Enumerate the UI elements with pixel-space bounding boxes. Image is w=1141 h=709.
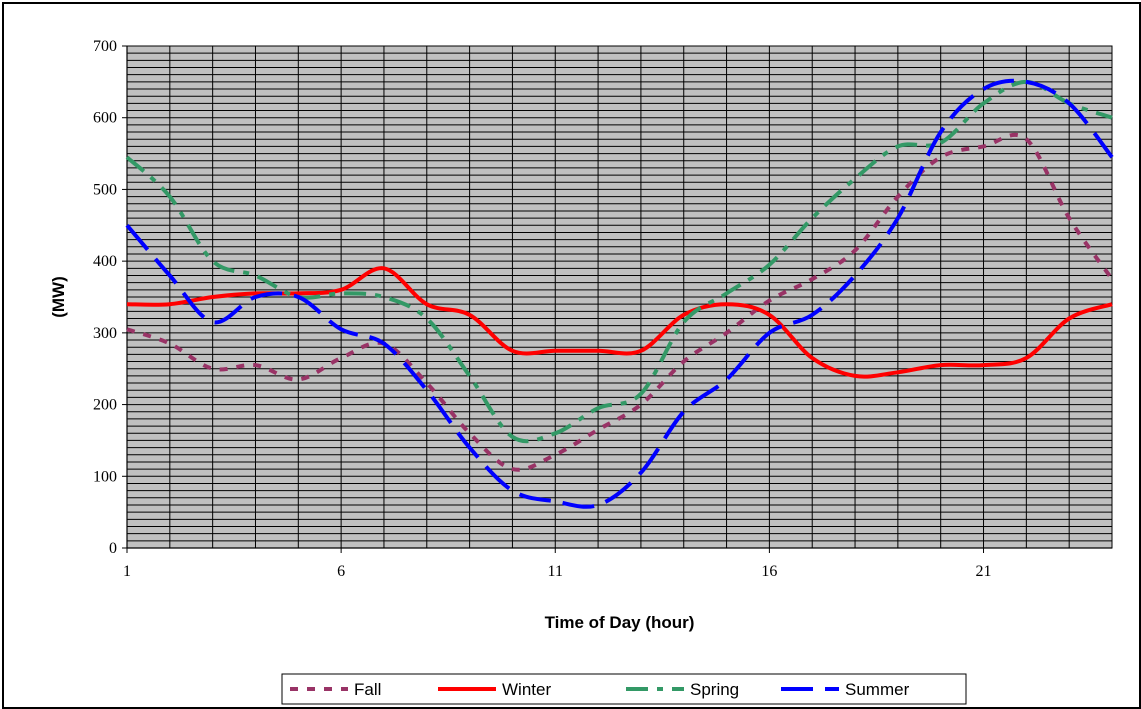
x-tick-label: 21: [976, 563, 992, 580]
x-axis-title: Time of Day (hour): [545, 613, 695, 632]
y-tick-label: 100: [93, 468, 117, 485]
x-tick-label: 16: [761, 563, 777, 580]
x-tick-label: 1: [123, 563, 131, 580]
y-tick-label: 600: [93, 110, 117, 127]
y-tick-label: 200: [93, 397, 117, 414]
axes: [122, 45, 1112, 553]
legend-label-summer: Summer: [845, 680, 910, 699]
x-tick-label: 11: [548, 563, 563, 580]
y-tick-label: 0: [109, 540, 117, 557]
y-tick-label: 500: [93, 181, 117, 198]
y-axis-title: (MW): [49, 276, 68, 318]
x-tick-label: 6: [337, 563, 345, 580]
y-tick-label: 300: [93, 325, 117, 342]
legend-label-fall: Fall: [354, 680, 381, 699]
legend-box: [281, 673, 967, 705]
y-tick-label: 400: [93, 253, 117, 270]
series-lines: [125, 78, 1114, 509]
y-tick-label: 700: [93, 38, 117, 55]
legend-label-spring: Spring: [690, 680, 739, 699]
series-line-winter: [126, 266, 1113, 379]
legend-label-winter: Winter: [502, 680, 551, 699]
series-line-summer: [125, 78, 1114, 509]
legend: Fall Winter Spring Summer: [281, 673, 967, 705]
